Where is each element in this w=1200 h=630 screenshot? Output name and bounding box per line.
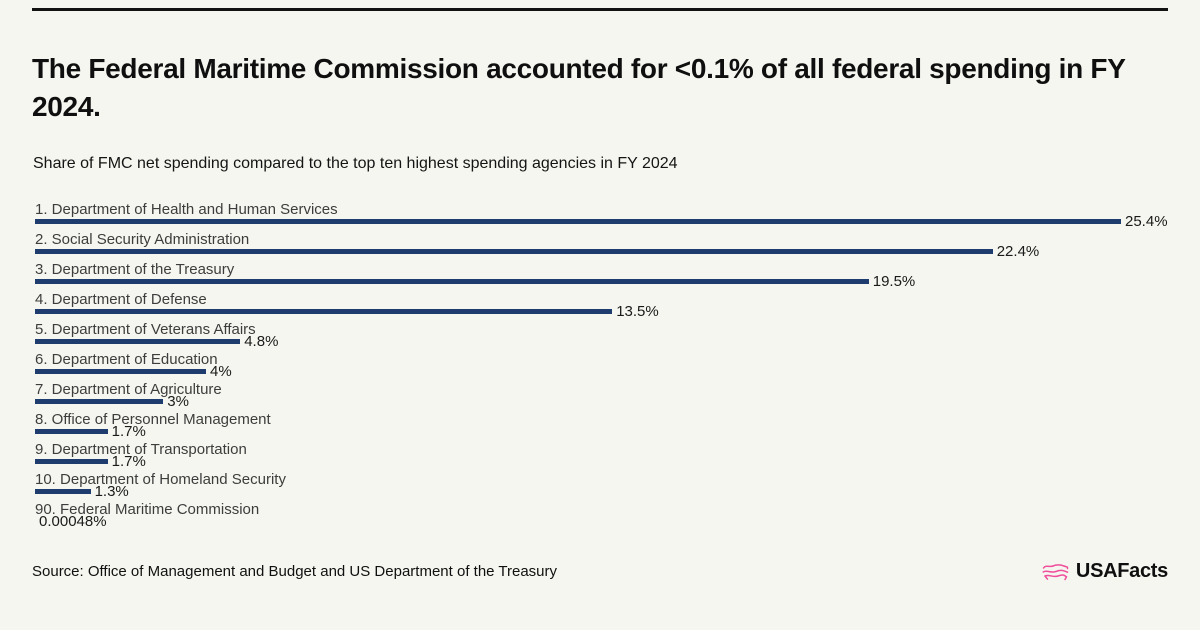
chart-row: 10. Department of Homeland Security 1.3% (35, 472, 1170, 502)
bar-label: 10. Department of Homeland Security (35, 471, 286, 488)
bar-line: 1.3% (35, 484, 1170, 499)
chart-row: 5. Department of Veterans Affairs 4.8% (35, 322, 1170, 352)
bar-value: 13.5% (616, 303, 659, 320)
bar-label: 90. Federal Maritime Commission (35, 501, 260, 518)
bar-chart: 1. Department of Health and Human Servic… (35, 202, 1170, 532)
bar (35, 459, 108, 464)
bar (35, 489, 91, 494)
usafacts-map-icon (1042, 563, 1069, 580)
footer: Source: Office of Management and Budget … (32, 560, 1168, 583)
bar-value: 4% (210, 363, 232, 380)
bar (35, 219, 1121, 224)
bar-value: 22.4% (996, 243, 1040, 260)
bar-value: 4.8% (244, 333, 279, 350)
bar-line: 19.5% (35, 274, 1170, 289)
bar-line: 0.00048% (35, 514, 1170, 529)
bar-label: 4. Department of Defense (35, 291, 207, 308)
chart-row: 1. Department of Health and Human Servic… (35, 202, 1170, 232)
bar-value: 1.7% (111, 453, 146, 470)
bar-label: 2. Social Security Administration (35, 231, 250, 248)
bar-value: 19.5% (872, 273, 916, 290)
bar (35, 399, 164, 404)
bar-label: 8. Office of Personnel Management (35, 411, 271, 428)
bar (35, 369, 207, 374)
usafacts-logo[interactable]: USAFacts (1042, 560, 1168, 583)
chart-row: 3. Department of the Treasury 19.5% (35, 262, 1170, 292)
top-divider (32, 8, 1168, 11)
page-title: The Federal Maritime Commission accounte… (32, 53, 1126, 122)
bar-label: 5. Department of Veterans Affairs (35, 321, 256, 338)
bar-label: 1. Department of Health and Human Servic… (35, 201, 338, 218)
bar-label: 9. Department of Transportation (35, 441, 247, 458)
bar-line: 4% (35, 364, 1170, 379)
chart-row: 2. Social Security Administration 22.4% (35, 232, 1170, 262)
bar-line: 1.7% (35, 424, 1170, 439)
bar-line: 13.5% (35, 304, 1170, 319)
bar-value: 1.7% (111, 423, 146, 440)
bar-label: 7. Department of Agriculture (35, 381, 222, 398)
chart-row: 4. Department of Defense 13.5% (35, 292, 1170, 322)
bar-value: 3% (167, 393, 189, 410)
bar-value: 1.3% (94, 483, 129, 500)
source-note: Source: Office of Management and Budget … (32, 563, 558, 580)
bar-line: 22.4% (35, 244, 1170, 259)
bar-line: 1.7% (35, 454, 1170, 469)
bar-label: 6. Department of Education (35, 351, 218, 368)
bar-value: 25.4% (1125, 213, 1168, 230)
chart-subtitle: Share of FMC net spending compared to th… (33, 155, 678, 172)
chart-row: 7. Department of Agriculture 3% (35, 382, 1170, 412)
bar (35, 309, 613, 314)
bar-line: 4.8% (35, 334, 1170, 349)
bar (35, 429, 108, 434)
bar (35, 249, 993, 254)
chart-row: 9. Department of Transportation 1.7% (35, 442, 1170, 472)
bar (35, 339, 241, 344)
bar-label: 3. Department of the Treasury (35, 261, 235, 278)
bar (35, 279, 869, 284)
usafacts-logo-text: USAFacts (1075, 560, 1168, 582)
chart-row: 90. Federal Maritime Commission 0.00048% (35, 502, 1170, 532)
chart-row: 8. Office of Personnel Management 1.7% (35, 412, 1170, 442)
bar-value: 0.00048% (39, 513, 107, 530)
bar-line: 25.4% (35, 214, 1170, 229)
bar-line: 3% (35, 394, 1170, 409)
chart-row: 6. Department of Education 4% (35, 352, 1170, 382)
